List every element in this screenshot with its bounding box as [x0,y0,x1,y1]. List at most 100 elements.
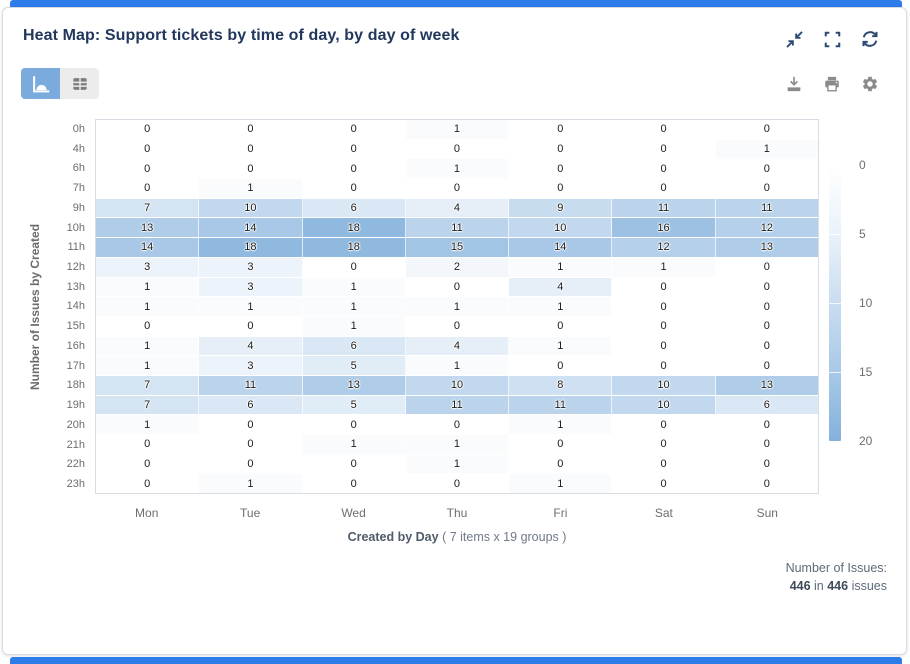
heatmap-cell[interactable]: 1 [405,435,510,454]
heatmap-cell[interactable]: 4 [509,277,613,297]
heatmap-cell[interactable]: 1 [199,474,303,494]
heatmap-cell[interactable]: 11 [509,395,613,415]
heatmap-cell[interactable]: 3 [96,257,200,277]
heatmap-cell[interactable]: 0 [302,474,406,494]
heatmap-cell[interactable]: 0 [302,120,406,139]
heatmap-cell[interactable]: 14 [199,218,303,238]
heatmap-cell[interactable]: 1 [715,139,818,159]
heatmap-cell[interactable]: 1 [199,297,303,316]
heatmap-cell[interactable]: 14 [96,238,200,257]
heatmap-cell[interactable]: 0 [96,474,200,494]
heatmap-cell[interactable]: 4 [405,198,510,218]
heatmap-cell[interactable]: 0 [199,120,303,139]
heatmap-cell[interactable]: 12 [715,218,818,238]
heatmap-cell[interactable]: 0 [96,159,200,179]
heatmap-cell[interactable]: 0 [612,454,716,474]
heatmap-cell[interactable]: 0 [96,179,200,198]
heatmap-cell[interactable]: 0 [509,159,613,179]
heatmap-cell[interactable]: 0 [199,435,303,454]
heatmap-cell[interactable]: 0 [509,454,613,474]
heatmap-cell[interactable]: 0 [509,435,613,454]
heatmap-cell[interactable]: 1 [405,454,510,474]
heatmap-cell[interactable]: 13 [96,218,200,238]
heatmap-cell[interactable]: 14 [509,238,613,257]
heatmap-cell[interactable]: 0 [302,179,406,198]
heatmap-cell[interactable]: 0 [96,454,200,474]
heatmap-cell[interactable]: 0 [509,356,613,375]
heatmap-cell[interactable]: 6 [715,395,818,415]
heatmap-cell[interactable]: 0 [405,415,510,434]
heatmap-cell[interactable]: 0 [509,316,613,336]
heatmap-cell[interactable]: 0 [199,139,303,159]
heatmap-cell[interactable]: 3 [199,277,303,297]
heatmap-cell[interactable]: 1 [96,356,200,375]
heatmap-cell[interactable]: 2 [405,257,510,277]
heatmap-cell[interactable]: 0 [715,120,818,139]
heatmap-cell[interactable]: 1 [509,474,613,494]
heatmap-cell[interactable]: 6 [302,336,406,356]
heatmap-cell[interactable]: 0 [715,159,818,179]
heatmap-cell[interactable]: 12 [612,238,716,257]
heatmap-cell[interactable]: 13 [715,375,818,395]
heatmap-cell[interactable]: 5 [302,356,406,375]
heatmap-cell[interactable]: 0 [715,356,818,375]
heatmap-cell[interactable]: 0 [96,435,200,454]
heatmap-cell[interactable]: 0 [715,336,818,356]
heatmap-cell[interactable]: 7 [96,198,200,218]
heatmap-cell[interactable]: 1 [96,336,200,356]
heatmap-cell[interactable]: 0 [612,415,716,434]
heatmap-cell[interactable]: 9 [509,198,613,218]
heatmap-cell[interactable]: 0 [405,277,510,297]
heatmap-cell[interactable]: 0 [302,159,406,179]
heatmap-cell[interactable]: 0 [302,415,406,434]
collapse-icon[interactable] [784,29,804,49]
heatmap-cell[interactable]: 15 [405,238,510,257]
heatmap-cell[interactable]: 1 [612,257,716,277]
heatmap-cell[interactable]: 13 [302,375,406,395]
table-view-button[interactable] [60,68,99,99]
heatmap-cell[interactable]: 18 [199,238,303,257]
heatmap-cell[interactable]: 1 [96,297,200,316]
heatmap-cell[interactable]: 0 [715,277,818,297]
heatmap-cell[interactable]: 0 [612,474,716,494]
heatmap-cell[interactable]: 0 [612,159,716,179]
heatmap-cell[interactable]: 11 [405,395,510,415]
download-icon[interactable] [784,74,803,93]
heatmap-cell[interactable]: 10 [509,218,613,238]
heatmap-cell[interactable]: 0 [715,435,818,454]
heatmap-cell[interactable]: 0 [715,474,818,494]
heatmap-cell[interactable]: 10 [405,375,510,395]
heatmap-cell[interactable]: 1 [302,435,406,454]
heatmap-cell[interactable]: 10 [612,395,716,415]
heatmap-cell[interactable]: 11 [199,375,303,395]
heatmap-cell[interactable]: 11 [715,198,818,218]
heatmap-cell[interactable]: 1 [405,297,510,316]
heatmap-cell[interactable]: 0 [715,297,818,316]
heatmap-cell[interactable]: 1 [405,120,510,139]
heatmap-cell[interactable]: 0 [199,454,303,474]
heatmap-cell[interactable]: 3 [199,356,303,375]
heatmap-cell[interactable]: 1 [405,356,510,375]
heatmap-cell[interactable]: 0 [509,120,613,139]
heatmap-cell[interactable]: 0 [715,316,818,336]
heatmap-cell[interactable]: 8 [509,375,613,395]
heatmap-cell[interactable]: 0 [715,415,818,434]
chart-view-button[interactable] [21,68,60,99]
heatmap-cell[interactable]: 0 [199,415,303,434]
heatmap-cell[interactable]: 7 [96,395,200,415]
heatmap-cell[interactable]: 1 [302,277,406,297]
heatmap-cell[interactable]: 1 [96,277,200,297]
heatmap-cell[interactable]: 0 [612,435,716,454]
heatmap-cell[interactable]: 0 [302,454,406,474]
heatmap-cell[interactable]: 1 [302,316,406,336]
heatmap-cell[interactable]: 0 [715,454,818,474]
heatmap-cell[interactable]: 0 [199,159,303,179]
heatmap-cell[interactable]: 11 [405,218,510,238]
fullscreen-icon[interactable] [822,29,842,49]
heatmap-cell[interactable]: 0 [96,139,200,159]
heatmap-cell[interactable]: 7 [96,375,200,395]
heatmap-cell[interactable]: 1 [509,336,613,356]
heatmap-cell[interactable]: 1 [509,257,613,277]
heatmap-cell[interactable]: 0 [405,474,510,494]
heatmap-cell[interactable]: 0 [302,139,406,159]
